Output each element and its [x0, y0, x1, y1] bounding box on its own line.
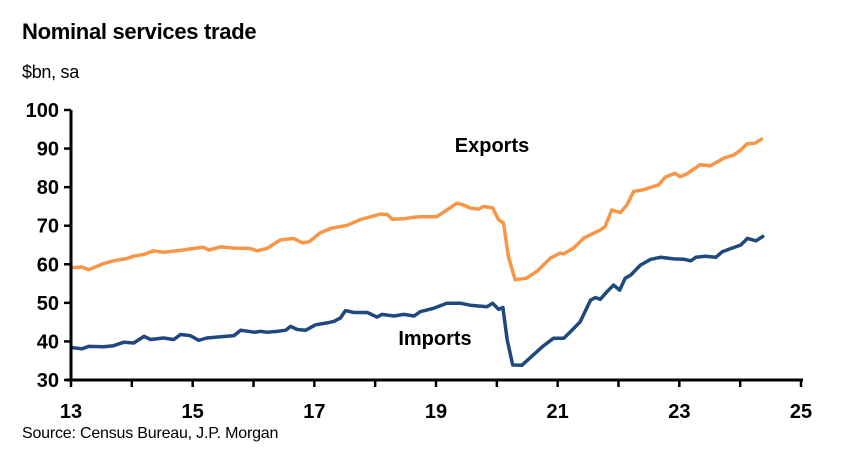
x-tick-label: 19 [425, 401, 447, 423]
x-tick-label: 13 [60, 401, 82, 423]
series-line-exports [70, 137, 764, 282]
y-tick-label: 40 [37, 331, 59, 353]
x-tick-label: 17 [303, 401, 325, 423]
chart-title: Nominal services trade [22, 19, 257, 44]
x-tick-label: 23 [668, 401, 690, 423]
y-tick-label: 60 [37, 254, 59, 276]
series-label-exports: Exports [455, 135, 529, 157]
x-tick-label: 21 [547, 401, 569, 423]
chart-source: Source: Census Bureau, J.P. Morgan [22, 425, 279, 442]
y-tick-label: 100 [26, 100, 59, 122]
y-tick-label: 80 [37, 177, 59, 199]
x-tick-label: 25 [790, 401, 812, 423]
series-line-imports [70, 234, 765, 368]
x-tick-label: 15 [182, 401, 204, 423]
y-tick-label: 70 [37, 216, 59, 238]
y-tick-label: 50 [37, 293, 59, 315]
chart-subtitle: $bn, sa [22, 62, 79, 82]
series-label-imports: Imports [398, 328, 471, 350]
y-tick-label: 30 [37, 370, 59, 392]
y-tick-label: 90 [37, 139, 59, 161]
